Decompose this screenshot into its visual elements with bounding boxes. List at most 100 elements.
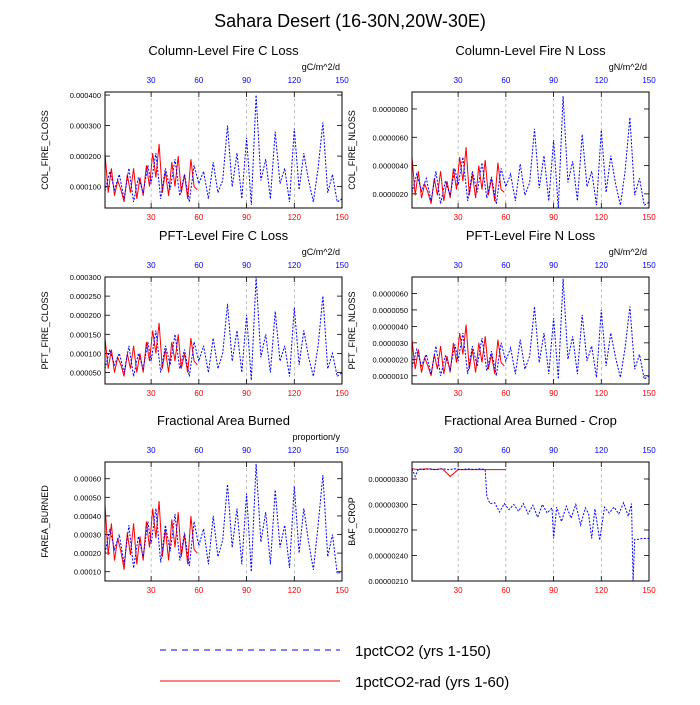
x-tick-label-bottom: 150 — [335, 389, 349, 398]
panel-title: PFT-Level Fire N Loss — [466, 228, 596, 243]
figure-title: Sahara Desert (16-30N,20W-30E) — [214, 11, 486, 31]
series-line-1pct — [412, 278, 649, 380]
y-tick-label: 0.00000330 — [368, 475, 408, 484]
y-tick-label: 0.000200 — [70, 152, 101, 161]
x-tick-label-top: 90 — [242, 76, 251, 85]
y-tick-label: 0.000100 — [70, 349, 101, 358]
x-tick-label-top: 90 — [549, 446, 558, 455]
x-tick-label-top: 120 — [288, 446, 302, 455]
x-tick-label-top: 30 — [454, 76, 463, 85]
panel-frame — [104, 276, 343, 385]
panel-units: proportion/y — [292, 432, 340, 442]
panel-frame — [411, 276, 650, 385]
x-tick-label-bottom: 30 — [454, 586, 463, 595]
x-tick-label-top: 120 — [595, 446, 609, 455]
y-tick-label: 0.0000020 — [373, 355, 408, 364]
y-tick-label: 0.000150 — [70, 330, 101, 339]
x-tick-label-bottom: 30 — [454, 389, 463, 398]
panel-ylabel: FAREA_BURNED — [40, 485, 50, 558]
x-tick-label-bottom: 60 — [194, 586, 203, 595]
x-tick-label-top: 90 — [242, 261, 251, 270]
y-tick-label: 0.0000020 — [373, 190, 408, 199]
panel-title: Fractional Area Burned — [157, 413, 290, 428]
x-tick-label-bottom: 120 — [288, 586, 302, 595]
panel-units: gC/m^2/d — [302, 247, 340, 257]
panel-title: Column-Level Fire C Loss — [148, 43, 299, 58]
series-line-rad — [412, 468, 506, 478]
panel-ylabel: BAF_CROP — [347, 497, 357, 546]
x-tick-label-top: 30 — [147, 76, 156, 85]
x-tick-label-top: 150 — [642, 446, 656, 455]
x-tick-label-top: 120 — [288, 76, 302, 85]
x-tick-label-top: 120 — [595, 76, 609, 85]
legend-label-1pct: 1pctCO2 (yrs 1-150) — [355, 643, 491, 660]
y-tick-label: 0.0000040 — [373, 162, 408, 171]
y-tick-label: 0.00000300 — [368, 501, 408, 510]
series-line-rad — [105, 322, 198, 377]
x-tick-label-bottom: 90 — [549, 586, 558, 595]
series-line-rad — [105, 143, 198, 203]
series-line-rad — [105, 500, 198, 570]
x-tick-label-top: 60 — [501, 76, 510, 85]
x-tick-label-top: 60 — [194, 446, 203, 455]
x-tick-label-top: 90 — [549, 261, 558, 270]
y-tick-label: 0.0000060 — [373, 289, 408, 298]
series-line-1pct — [412, 468, 649, 581]
series-line-1pct — [105, 95, 342, 205]
y-tick-label: 0.000250 — [70, 292, 101, 301]
y-tick-label: 0.000300 — [70, 273, 101, 282]
x-tick-label-top: 60 — [501, 446, 510, 455]
legend-label-rad: 1pctCO2-rad (yrs 1-60) — [355, 674, 509, 691]
y-tick-label: 0.0000080 — [373, 105, 408, 114]
panel-title: PFT-Level Fire C Loss — [159, 228, 289, 243]
y-tick-label: 0.00010 — [74, 568, 101, 577]
x-tick-label-bottom: 150 — [642, 213, 656, 222]
y-tick-label: 0.00000270 — [368, 526, 408, 535]
panel-ylabel: COL_FIRE_CLOSS — [40, 110, 50, 190]
y-tick-label: 0.000200 — [70, 311, 101, 320]
panel-frame — [104, 91, 343, 209]
x-tick-label-top: 60 — [501, 261, 510, 270]
series-line-1pct — [105, 277, 342, 381]
panel-frame — [411, 91, 650, 209]
x-tick-label-bottom: 30 — [147, 586, 156, 595]
panel-3: PFT-Level Fire C Loss gC/m^2/d PFT_FIRE_CL… — [40, 228, 349, 398]
x-tick-label-bottom: 120 — [288, 213, 302, 222]
legend: 1pctCO2 (yrs 1-150) 1pctCO2-rad (yrs 1-6… — [160, 643, 509, 691]
x-tick-label-bottom: 60 — [501, 586, 510, 595]
y-tick-label: 0.000050 — [70, 369, 101, 378]
panel-units: gC/m^2/d — [302, 62, 340, 72]
x-tick-label-top: 150 — [335, 446, 349, 455]
panel-ylabel: COL_FIRE_NLOSS — [347, 110, 357, 190]
panel-units: gN/m^2/d — [609, 62, 647, 72]
panel-frame — [411, 461, 650, 582]
y-tick-label: 0.00060 — [74, 475, 101, 484]
x-tick-label-top: 120 — [288, 261, 302, 270]
y-tick-label: 0.0000060 — [373, 133, 408, 142]
x-tick-label-bottom: 60 — [501, 213, 510, 222]
y-tick-label: 0.0000010 — [373, 372, 408, 381]
y-tick-label: 0.0000030 — [373, 339, 408, 348]
x-tick-label-bottom: 150 — [642, 389, 656, 398]
y-tick-label: 0.00050 — [74, 493, 101, 502]
y-tick-label: 0.000100 — [70, 183, 101, 192]
x-tick-label-bottom: 30 — [147, 213, 156, 222]
panel-ylabel: PFT_FIRE_CLOSS — [40, 291, 50, 369]
x-tick-label-bottom: 90 — [549, 213, 558, 222]
y-tick-label: 0.0000040 — [373, 322, 408, 331]
panel-title: Column-Level Fire N Loss — [455, 43, 606, 58]
y-tick-label: 0.00000210 — [368, 577, 408, 586]
panel-ylabel: PFT_FIRE_NLOSS — [347, 291, 357, 369]
x-tick-label-bottom: 90 — [549, 389, 558, 398]
series-line-1pct — [105, 463, 342, 575]
series-line-rad — [412, 147, 505, 204]
series-line-rad — [412, 324, 505, 376]
x-tick-label-top: 120 — [595, 261, 609, 270]
x-tick-label-top: 30 — [454, 446, 463, 455]
panel-6: Fractional Area Burned - Crop BAF_CROP 30 6… — [347, 413, 656, 595]
x-tick-label-top: 30 — [147, 261, 156, 270]
x-tick-label-top: 60 — [194, 76, 203, 85]
